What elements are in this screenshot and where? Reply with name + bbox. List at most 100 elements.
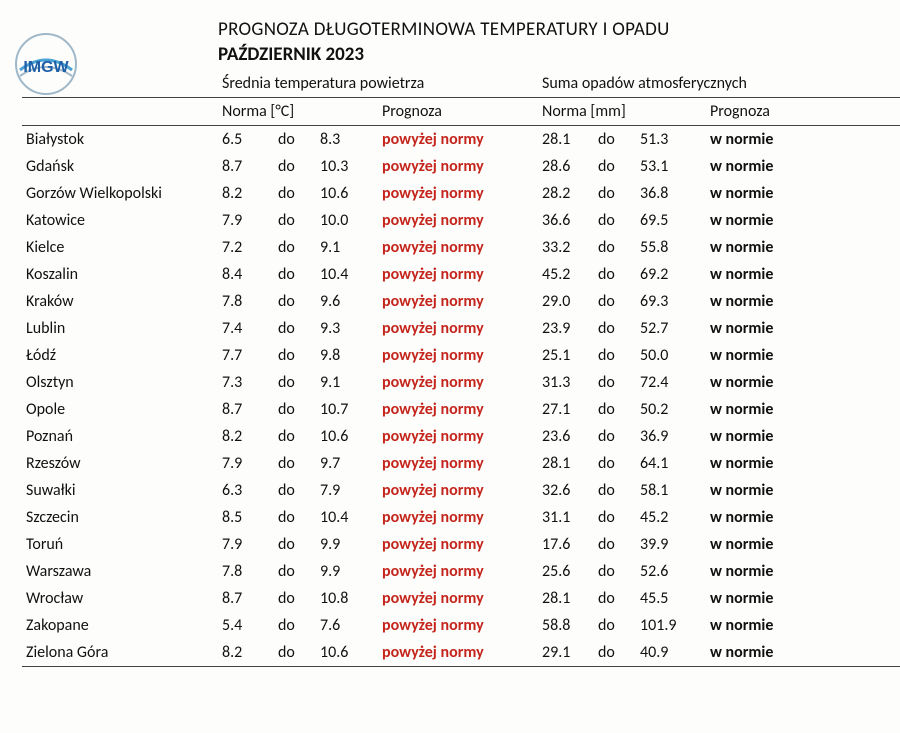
range-word-cell: do — [278, 180, 320, 207]
city-cell: Olsztyn — [22, 369, 222, 396]
precip-forecast-cell: w normie — [710, 585, 900, 612]
table-row: Rzeszów7.9do9.7powyżej normy28.1do64.1w … — [22, 450, 900, 477]
precip-forecast-cell: w normie — [710, 234, 900, 261]
precip-lo-cell: 17.6 — [542, 531, 598, 558]
city-cell: Zakopane — [22, 612, 222, 639]
table-row: Białystok6.5do8.3powyżej normy28.1do51.3… — [22, 126, 900, 154]
range-word-cell: do — [278, 477, 320, 504]
table-row: Warszawa7.8do9.9powyżej normy25.6do52.6w… — [22, 558, 900, 585]
temp-lo-cell: 7.4 — [222, 315, 278, 342]
temp-hi-cell: 10.6 — [320, 423, 382, 450]
temp-lo-cell: 8.7 — [222, 153, 278, 180]
table-row: Gorzów Wielkopolski8.2do10.6powyżej norm… — [22, 180, 900, 207]
range-word-cell: do — [598, 342, 640, 369]
range-word-cell: do — [278, 558, 320, 585]
temp-forecast-cell: powyżej normy — [382, 558, 542, 585]
temp-lo-cell: 7.8 — [222, 288, 278, 315]
precip-forecast-cell: w normie — [710, 396, 900, 423]
precip-hi-cell: 36.8 — [640, 180, 710, 207]
temp-hi-cell: 9.1 — [320, 369, 382, 396]
table-row: Kielce7.2do9.1powyżej normy33.2do55.8w n… — [22, 234, 900, 261]
precip-hi-cell: 50.2 — [640, 396, 710, 423]
precip-hi-cell: 64.1 — [640, 450, 710, 477]
precip-lo-cell: 23.6 — [542, 423, 598, 450]
range-word-cell: do — [278, 585, 320, 612]
temp-hi-cell: 7.9 — [320, 477, 382, 504]
city-cell: Szczecin — [22, 504, 222, 531]
temp-forecast-cell: powyżej normy — [382, 504, 542, 531]
temp-forecast-cell: powyżej normy — [382, 234, 542, 261]
precip-lo-cell: 31.1 — [542, 504, 598, 531]
range-word-cell: do — [598, 126, 640, 154]
range-word-cell: do — [278, 423, 320, 450]
precip-lo-cell: 36.6 — [542, 207, 598, 234]
precip-forecast-cell: w normie — [710, 288, 900, 315]
temp-lo-cell: 8.2 — [222, 639, 278, 667]
temp-hi-cell: 9.9 — [320, 558, 382, 585]
city-cell: Kielce — [22, 234, 222, 261]
temp-forecast-cell: powyżej normy — [382, 207, 542, 234]
temp-hi-cell: 9.6 — [320, 288, 382, 315]
temp-forecast-cell: powyżej normy — [382, 531, 542, 558]
range-word-cell: do — [278, 450, 320, 477]
table-row: Suwałki6.3do7.9powyżej normy32.6do58.1w … — [22, 477, 900, 504]
city-cell: Opole — [22, 396, 222, 423]
temp-lo-cell: 7.9 — [222, 450, 278, 477]
table-row: Wrocław8.7do10.8powyżej normy28.1do45.5w… — [22, 585, 900, 612]
temp-forecast-header: Prognoza — [382, 98, 542, 126]
precip-forecast-cell: w normie — [710, 126, 900, 154]
range-word-cell: do — [278, 504, 320, 531]
range-word-cell: do — [598, 234, 640, 261]
temp-forecast-cell: powyżej normy — [382, 396, 542, 423]
city-cell: Warszawa — [22, 558, 222, 585]
precip-hi-cell: 101.9 — [640, 612, 710, 639]
temp-forecast-cell: powyżej normy — [382, 261, 542, 288]
temp-lo-cell: 5.4 — [222, 612, 278, 639]
range-word-cell: do — [598, 450, 640, 477]
precip-lo-cell: 23.9 — [542, 315, 598, 342]
table-row: Szczecin8.5do10.4powyżej normy31.1do45.2… — [22, 504, 900, 531]
range-word-cell: do — [598, 288, 640, 315]
precip-forecast-cell: w normie — [710, 180, 900, 207]
city-cell: Rzeszów — [22, 450, 222, 477]
temp-lo-cell: 8.4 — [222, 261, 278, 288]
temp-lo-cell: 7.8 — [222, 558, 278, 585]
range-word-cell: do — [278, 531, 320, 558]
table-row: Olsztyn7.3do9.1powyżej normy31.3do72.4w … — [22, 369, 900, 396]
temp-lo-cell: 8.5 — [222, 504, 278, 531]
temp-forecast-cell: powyżej normy — [382, 153, 542, 180]
temp-hi-cell: 10.8 — [320, 585, 382, 612]
temp-forecast-cell: powyżej normy — [382, 315, 542, 342]
precip-lo-cell: 28.1 — [542, 126, 598, 154]
precip-hi-cell: 52.6 — [640, 558, 710, 585]
range-word-cell: do — [278, 396, 320, 423]
table-row: Toruń7.9do9.9powyżej normy17.6do39.9w no… — [22, 531, 900, 558]
precip-lo-cell: 58.8 — [542, 612, 598, 639]
temp-hi-cell: 10.4 — [320, 504, 382, 531]
precip-forecast-cell: w normie — [710, 342, 900, 369]
range-word-cell: do — [598, 261, 640, 288]
range-word-cell: do — [598, 369, 640, 396]
temp-forecast-cell: powyżej normy — [382, 585, 542, 612]
range-word-cell: do — [598, 558, 640, 585]
temp-lo-cell: 7.2 — [222, 234, 278, 261]
temp-forecast-cell: powyżej normy — [382, 369, 542, 396]
range-word-cell: do — [278, 639, 320, 667]
city-cell: Wrocław — [22, 585, 222, 612]
city-cell: Kraków — [22, 288, 222, 315]
precip-lo-cell: 29.1 — [542, 639, 598, 667]
precip-forecast-cell: w normie — [710, 261, 900, 288]
city-cell: Katowice — [22, 207, 222, 234]
precip-lo-cell: 33.2 — [542, 234, 598, 261]
city-cell: Koszalin — [22, 261, 222, 288]
table-row: Zakopane5.4do7.6powyżej normy58.8do101.9… — [22, 612, 900, 639]
precip-lo-cell: 28.1 — [542, 585, 598, 612]
temp-hi-cell: 10.6 — [320, 180, 382, 207]
range-word-cell: do — [278, 369, 320, 396]
range-word-cell: do — [598, 612, 640, 639]
temp-hi-cell: 10.3 — [320, 153, 382, 180]
page-title: PROGNOZA DŁUGOTERMINOWA TEMPERATURY I OP… — [218, 18, 900, 41]
city-cell: Łódź — [22, 342, 222, 369]
header: IMGW PROGNOZA DŁUGOTERMINOWA TEMPERATURY… — [10, 18, 890, 667]
precip-lo-cell: 31.3 — [542, 369, 598, 396]
